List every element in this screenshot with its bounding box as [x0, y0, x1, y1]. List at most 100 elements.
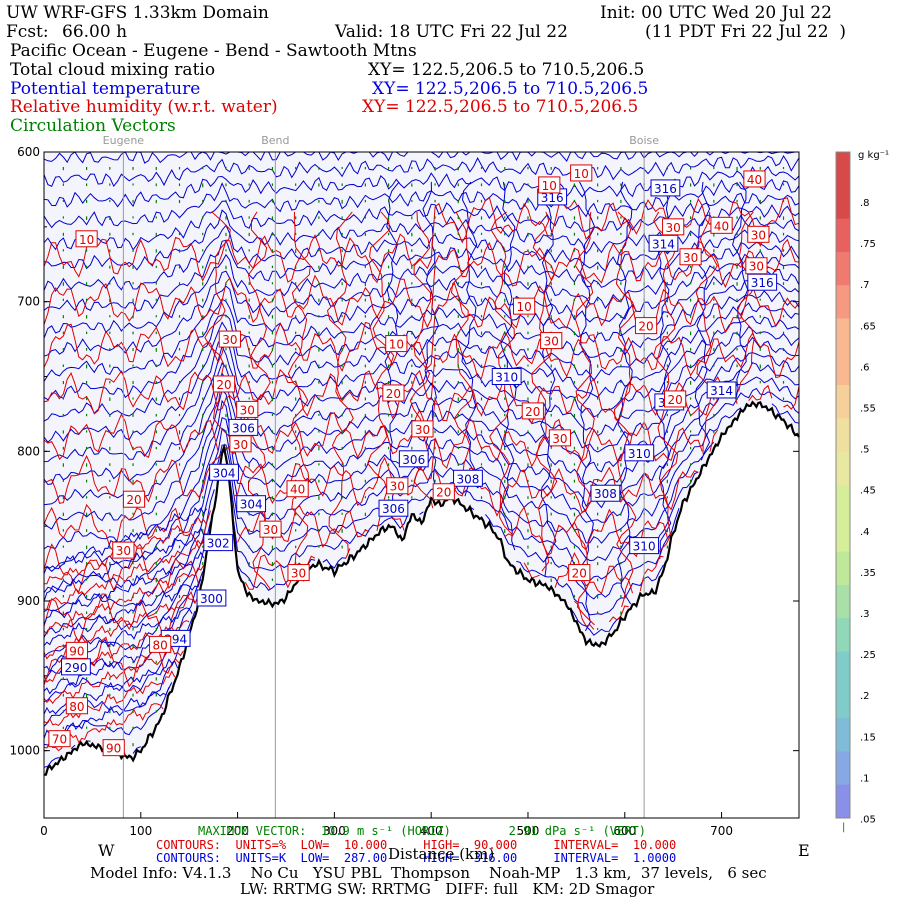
- colorbar-tick-label: .15: [860, 732, 876, 743]
- rh-label-box: [286, 480, 309, 498]
- theta-label-box: [650, 179, 681, 197]
- x-tick-label: 0: [40, 824, 48, 838]
- rh-label: 20: [525, 405, 540, 419]
- rh-label-box: [540, 332, 563, 350]
- rh-label: 40: [714, 219, 729, 233]
- rh-label-box: [102, 739, 125, 757]
- theta-isentrope: [616, 181, 633, 605]
- rh-label: 40: [747, 173, 762, 187]
- rh-label-box: [432, 483, 455, 501]
- rh-label-box: [538, 176, 561, 194]
- colorbar-segment: [836, 185, 850, 220]
- rh-contour: [695, 211, 718, 455]
- east-label: E: [798, 841, 810, 860]
- forecast-hour: 66.00 h: [62, 22, 128, 42]
- field-theta-xy: XY= 122.5,206.5 to 710.5,206.5: [372, 79, 649, 99]
- rh-label: 10: [542, 179, 557, 193]
- theta-label-box: [624, 444, 655, 462]
- x-tick-label: 300: [323, 824, 346, 838]
- rh-label-box: [236, 400, 259, 418]
- rh-contour: [653, 211, 679, 554]
- rh-label: 40: [290, 483, 305, 497]
- rh-label: 10: [574, 167, 589, 181]
- rh-label-box: [122, 490, 146, 508]
- rh-label-box: [385, 335, 408, 353]
- theta-label: 302: [207, 537, 230, 551]
- theta-isentrope: [43, 277, 800, 401]
- rh-label-box: [287, 564, 310, 582]
- x-tick-label: 200: [226, 824, 249, 838]
- rh-label: 20: [638, 320, 653, 334]
- rh-label-box: [513, 297, 536, 315]
- y-tick-label: 700: [17, 295, 40, 309]
- rh-label-box: [521, 402, 544, 420]
- colorbar-segment: [836, 152, 850, 186]
- theta-label-box: [236, 495, 267, 513]
- rh-label: 30: [552, 432, 567, 446]
- rh-contour: [531, 211, 558, 572]
- rh-label: 20: [216, 378, 231, 392]
- theta-label: 308: [457, 472, 480, 486]
- low-level-contour: [43, 527, 207, 602]
- rh-label: 20: [667, 393, 682, 407]
- colorbar-units: g kg⁻¹: [858, 150, 889, 161]
- rh-label-box: [747, 225, 770, 243]
- colorbar-tick-label: .3: [860, 609, 870, 620]
- colorbar-tick-label: .8: [860, 198, 870, 209]
- theta-label: 316: [541, 191, 564, 205]
- rh-contour: [736, 211, 756, 392]
- rh-label: 80: [69, 700, 84, 714]
- rh-label: 70: [52, 733, 67, 747]
- rh-contour: [43, 282, 800, 372]
- x-tick-label: 100: [129, 824, 152, 838]
- physics-info: LW: RRTMG SW: RRTMG DIFF: full KM: 2D Sm…: [240, 880, 655, 898]
- theta-isentrope: [43, 154, 800, 188]
- location-label: Boise: [629, 134, 659, 147]
- rh-label-box: [664, 390, 687, 408]
- rh-label-box: [112, 541, 135, 559]
- low-level-contour: [43, 507, 208, 574]
- rh-label: 30: [116, 544, 131, 558]
- theta-label: 306: [382, 502, 405, 516]
- rh-label-box: [745, 257, 768, 275]
- colorbar-tick-label: .35: [860, 568, 876, 579]
- rh-contour: [326, 211, 354, 554]
- colorbar-tick-label: .75: [860, 239, 876, 250]
- theta-label: 310: [633, 540, 656, 554]
- west-label: W: [98, 841, 115, 860]
- colorbar-segment: [836, 751, 850, 786]
- colorbar-tick-label: .4: [860, 527, 870, 538]
- init-time: Init: 00 UTC Wed 20 Jul 22: [600, 3, 832, 23]
- rh-label-box: [75, 230, 98, 248]
- location-markers: Eugene Bend Boise: [103, 134, 659, 818]
- colorbar-frame: [835, 151, 851, 819]
- theta-label: 304: [240, 498, 263, 512]
- low-level-contour: [43, 670, 176, 727]
- colorbar-segment: [836, 718, 850, 752]
- theta-isentrope: [461, 181, 478, 497]
- rh-contour: [43, 330, 800, 420]
- rh-label-box: [382, 384, 405, 402]
- rh-label-box: [662, 218, 685, 236]
- theta-label: 304: [213, 466, 236, 480]
- rh-label-box: [679, 248, 702, 266]
- theta-isentrope: [694, 181, 711, 461]
- rh-label-box: [411, 420, 434, 438]
- rh-label-box: [149, 635, 172, 653]
- theta-label: 300: [200, 592, 223, 606]
- colorbar-bottom-label: |: [842, 822, 845, 833]
- theta-label-box: [706, 381, 737, 399]
- rh-contour: [287, 211, 311, 572]
- rh-label: 90: [69, 644, 84, 658]
- x-tick-label: 700: [710, 824, 733, 838]
- colorbar-segment: [836, 451, 850, 486]
- y-tick-label: 600: [17, 145, 40, 159]
- theta-labels: 2902943003023043043063063063083083103103…: [61, 179, 778, 676]
- theta-isentrope: [43, 250, 800, 357]
- colorbar-segment: [836, 651, 850, 686]
- rh-label-box: [548, 429, 572, 447]
- rh-label-box: [570, 164, 593, 182]
- theta-isentrope: [500, 181, 517, 551]
- region-title: Pacific Ocean - Eugene - Bend - Sawtooth…: [10, 41, 417, 61]
- rh-label: 30: [390, 480, 405, 494]
